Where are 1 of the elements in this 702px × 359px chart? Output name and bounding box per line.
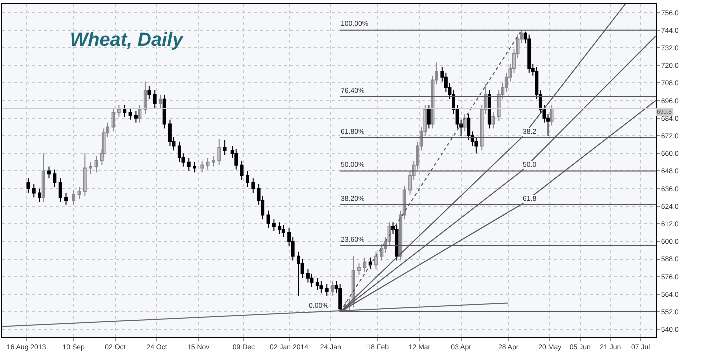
text: Wheat, Daily — [70, 30, 185, 52]
